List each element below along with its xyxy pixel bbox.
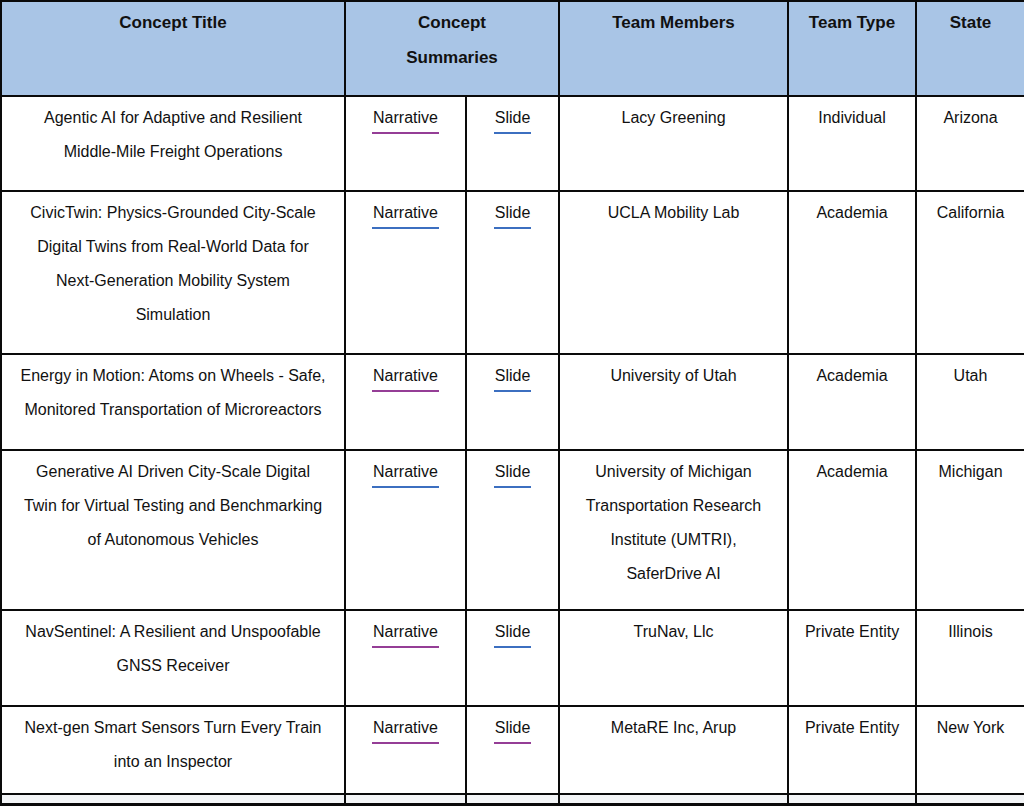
- team-type-cell: Academia: [788, 450, 916, 610]
- slide-link[interactable]: Slide: [494, 715, 532, 744]
- narrative-link[interactable]: Narrative: [372, 200, 439, 229]
- team-members-cell: UCLA Mobility Lab: [559, 191, 788, 354]
- state-cell: New York: [916, 706, 1024, 794]
- partial-cell: [345, 794, 466, 804]
- table-row: NavSentinel: A Resilient and Unspoofable…: [1, 610, 1024, 706]
- table-row: Energy in Motion: Atoms on Wheels - Safe…: [1, 354, 1024, 450]
- concept-title-cell: CivicTwin: Physics-Grounded City-Scale D…: [1, 191, 345, 354]
- narrative-cell: Narrative: [345, 450, 466, 610]
- slide-link[interactable]: Slide: [494, 200, 532, 229]
- slide-cell: Slide: [466, 354, 559, 450]
- narrative-link[interactable]: Narrative: [372, 105, 439, 134]
- slide-cell: Slide: [466, 96, 559, 191]
- table-header: Concept Title Concept Summaries Team Mem…: [1, 1, 1024, 96]
- state-cell: Utah: [916, 354, 1024, 450]
- concept-title-cell: Energy in Motion: Atoms on Wheels - Safe…: [1, 354, 345, 450]
- concept-title-cell: Generative AI Driven City-Scale Digital …: [1, 450, 345, 610]
- concept-title-cell: Next-gen Smart Sensors Turn Every Train …: [1, 706, 345, 794]
- column-header-team-members: Team Members: [559, 1, 788, 96]
- team-type-cell: Private Entity: [788, 610, 916, 706]
- team-members-cell: TruNav, Llc: [559, 610, 788, 706]
- team-members-cell: University of Utah: [559, 354, 788, 450]
- table-body: Agentic AI for Adaptive and Resilient Mi…: [1, 96, 1024, 804]
- column-header-state: State: [916, 1, 1024, 96]
- narrative-cell: Narrative: [345, 610, 466, 706]
- slide-link[interactable]: Slide: [494, 105, 532, 134]
- team-type-cell: Private Entity: [788, 706, 916, 794]
- table-row: Agentic AI for Adaptive and Resilient Mi…: [1, 96, 1024, 191]
- team-type-cell: Individual: [788, 96, 916, 191]
- team-members-cell: MetaRE Inc, Arup: [559, 706, 788, 794]
- page: Concept Title Concept Summaries Team Mem…: [0, 0, 1024, 807]
- column-header-concept-title: Concept Title: [1, 1, 345, 96]
- narrative-link[interactable]: Narrative: [372, 619, 439, 648]
- partial-next-row: [1, 794, 1024, 804]
- partial-cell: [916, 794, 1024, 804]
- column-header-team-type: Team Type: [788, 1, 916, 96]
- header-row: Concept Title Concept Summaries Team Mem…: [1, 1, 1024, 96]
- state-cell: California: [916, 191, 1024, 354]
- concepts-table: Concept Title Concept Summaries Team Mem…: [0, 0, 1024, 806]
- narrative-link[interactable]: Narrative: [372, 363, 439, 392]
- slide-cell: Slide: [466, 450, 559, 610]
- concept-title-cell: Agentic AI for Adaptive and Resilient Mi…: [1, 96, 345, 191]
- state-cell: Illinois: [916, 610, 1024, 706]
- team-members-cell: Lacy Greening: [559, 96, 788, 191]
- column-header-concept-summaries: Concept Summaries: [345, 1, 559, 96]
- table-row: CivicTwin: Physics-Grounded City-Scale D…: [1, 191, 1024, 354]
- team-type-cell: Academia: [788, 354, 916, 450]
- partial-cell: [466, 794, 559, 804]
- partial-cell: [1, 794, 345, 804]
- team-members-cell: University of Michigan Transportation Re…: [559, 450, 788, 610]
- slide-cell: Slide: [466, 706, 559, 794]
- state-cell: Arizona: [916, 96, 1024, 191]
- table-row: Next-gen Smart Sensors Turn Every Train …: [1, 706, 1024, 794]
- slide-link[interactable]: Slide: [494, 619, 532, 648]
- slide-link[interactable]: Slide: [494, 363, 532, 392]
- table-row: Generative AI Driven City-Scale Digital …: [1, 450, 1024, 610]
- partial-cell: [559, 794, 788, 804]
- partial-cell: [788, 794, 916, 804]
- team-type-cell: Academia: [788, 191, 916, 354]
- slide-cell: Slide: [466, 191, 559, 354]
- narrative-link[interactable]: Narrative: [372, 715, 439, 744]
- state-cell: Michigan: [916, 450, 1024, 610]
- narrative-link[interactable]: Narrative: [372, 459, 439, 488]
- slide-link[interactable]: Slide: [494, 459, 532, 488]
- narrative-cell: Narrative: [345, 191, 466, 354]
- narrative-cell: Narrative: [345, 96, 466, 191]
- narrative-cell: Narrative: [345, 354, 466, 450]
- concept-title-cell: NavSentinel: A Resilient and Unspoofable…: [1, 610, 345, 706]
- slide-cell: Slide: [466, 610, 559, 706]
- narrative-cell: Narrative: [345, 706, 466, 794]
